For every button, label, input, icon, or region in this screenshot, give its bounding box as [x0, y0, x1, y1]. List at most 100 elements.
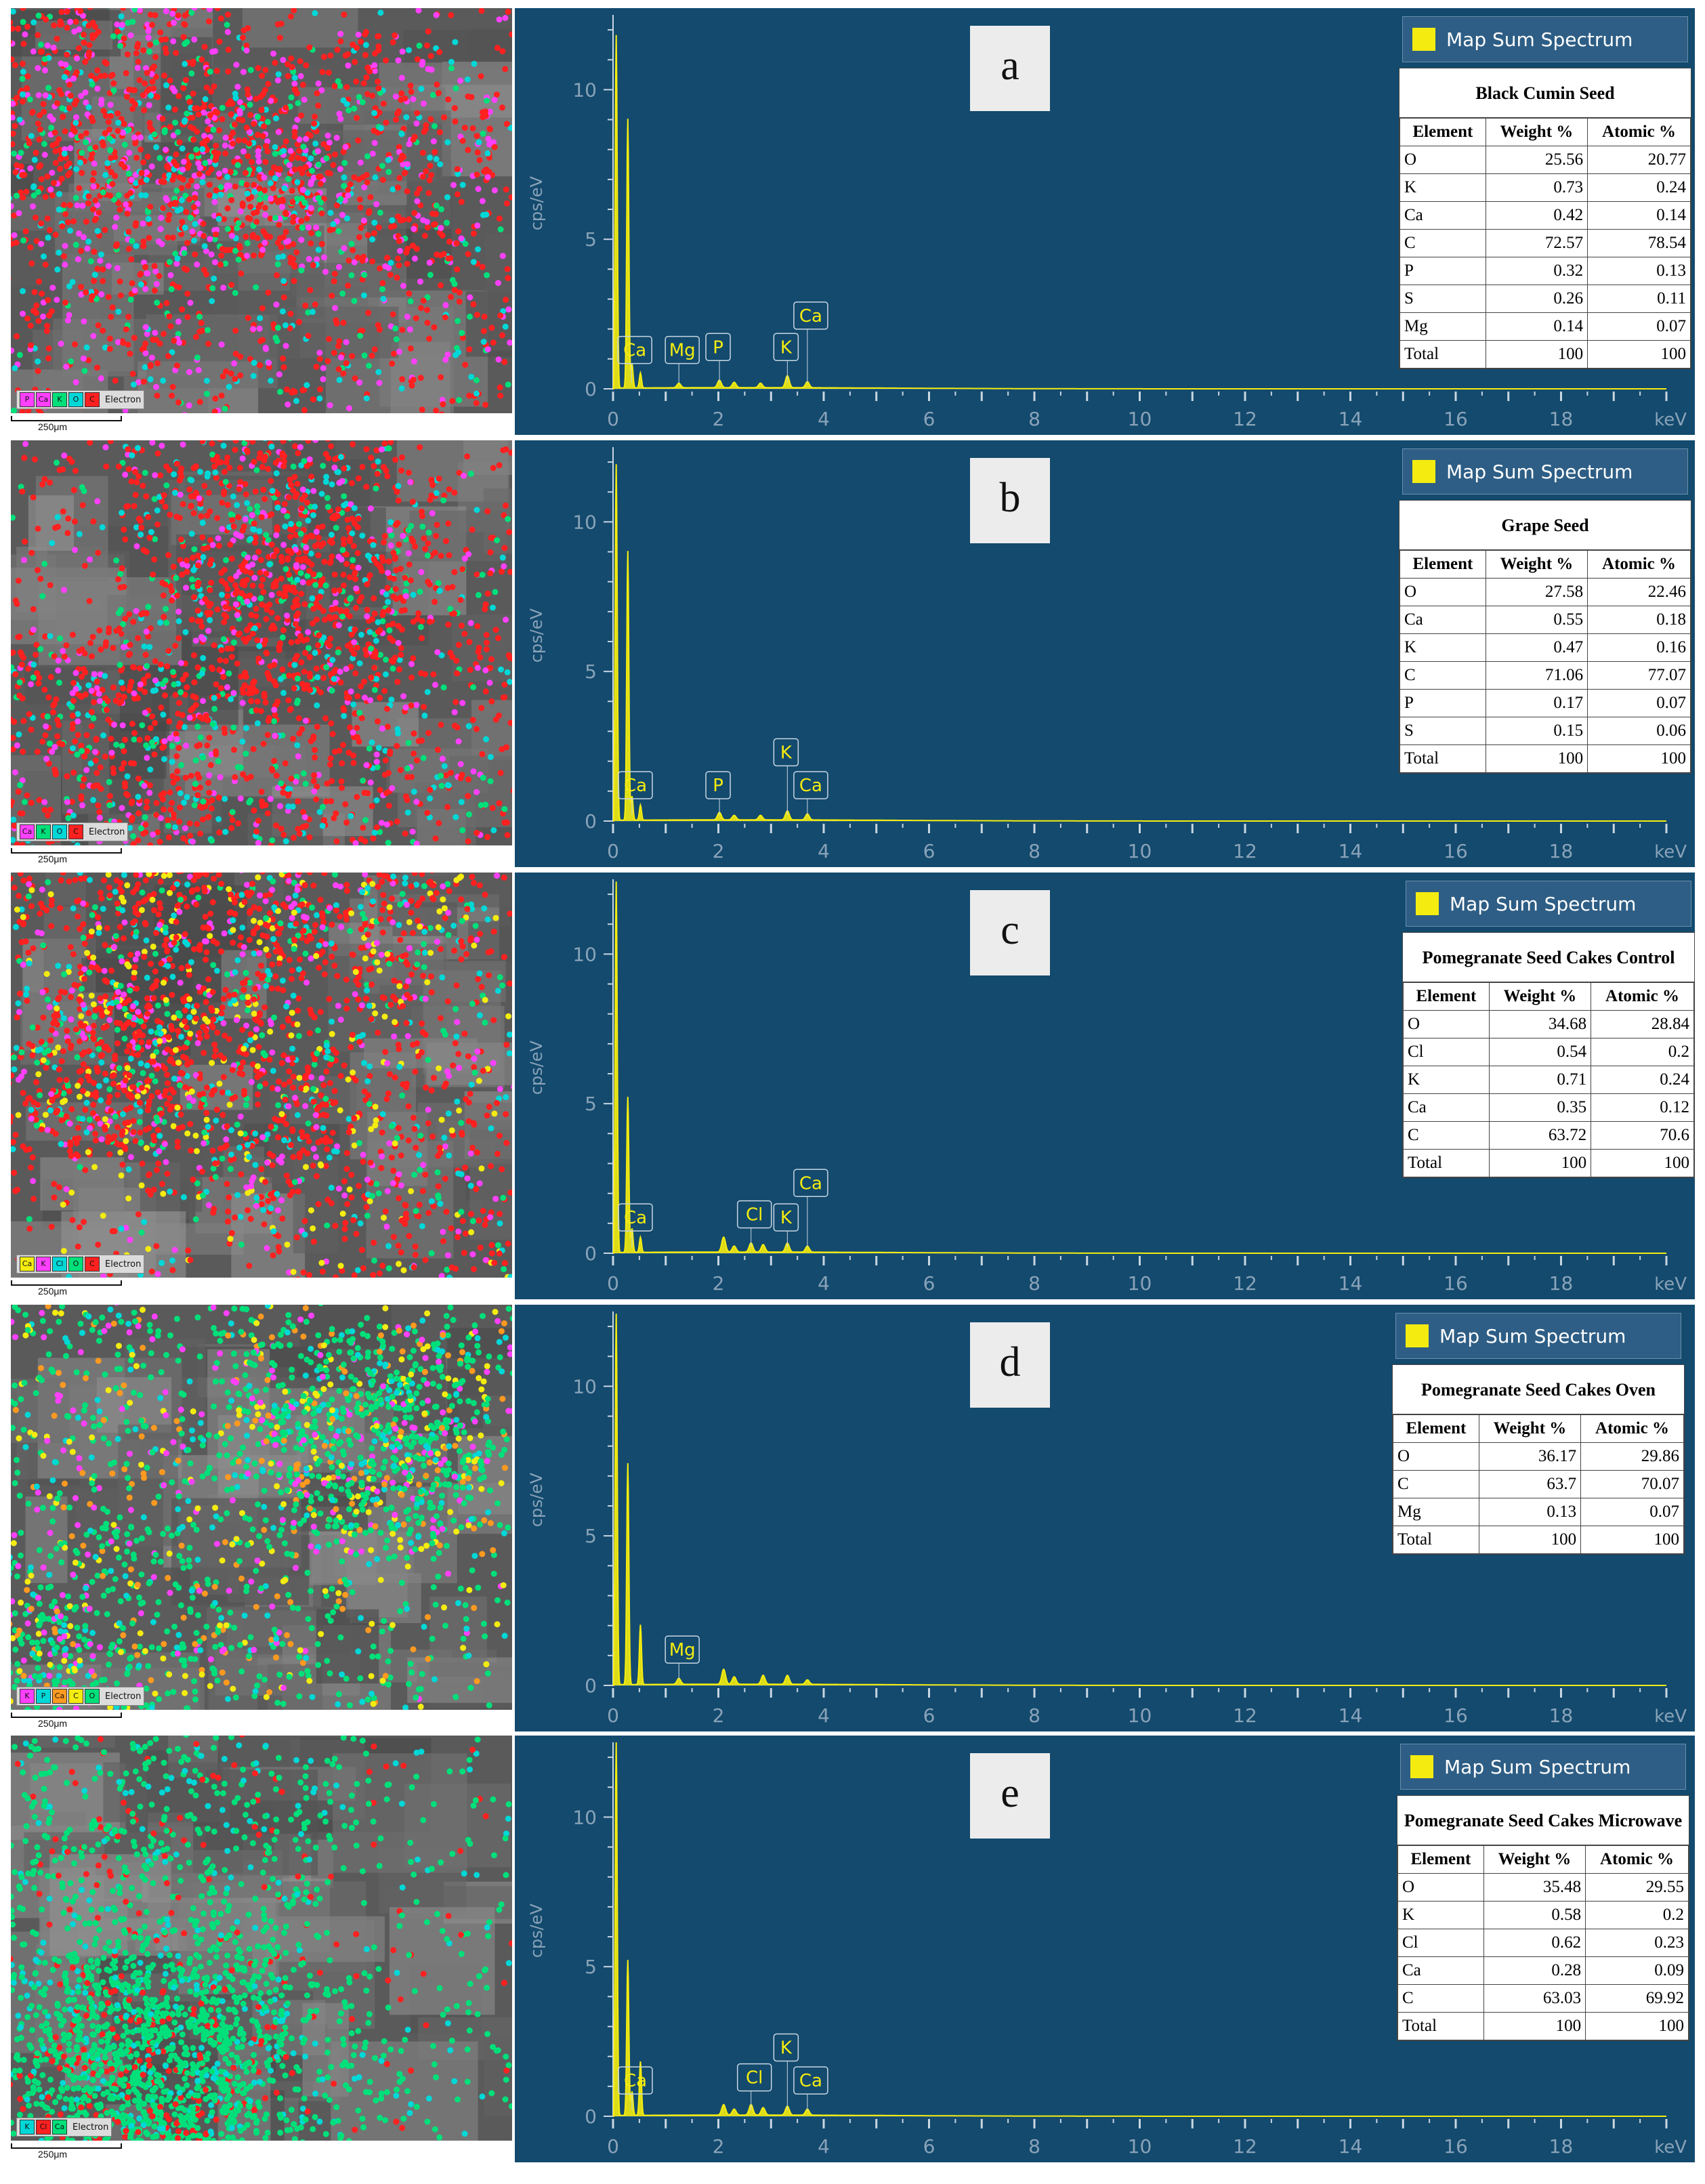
table-row: Total 100 100: [1397, 2012, 1689, 2040]
element-cell: Mg: [1393, 1498, 1479, 1526]
table-row: P 0.17 0.07: [1399, 689, 1691, 717]
scale-bar-line: [11, 1713, 122, 1718]
peak-label-box: [665, 1635, 700, 1664]
peak-label-box: [736, 2063, 772, 2092]
table-row: Ca 0.28 0.09: [1397, 1956, 1689, 1985]
y-tick-label: 5: [585, 1093, 597, 1115]
value-cell: 100: [1488, 1149, 1592, 1177]
element-cell: Total: [1399, 340, 1486, 369]
value-cell: 72.57: [1485, 229, 1588, 257]
x-tick-label: 16: [1444, 840, 1468, 862]
value-cell: 77.07: [1587, 661, 1691, 690]
map-legend-chip: Ca: [20, 1257, 35, 1272]
peak-label-box: [618, 2066, 653, 2095]
legend-swatch: [1412, 460, 1435, 483]
x-tick-label: 6: [923, 2135, 935, 2158]
x-tick-label: 4: [818, 1704, 830, 1727]
composition-table: Pomegranate Seed Cakes Oven Element Weight…: [1392, 1364, 1685, 1555]
value-cell: 69.92: [1585, 1984, 1689, 2013]
map-legend-chip: O: [85, 1689, 100, 1704]
table-row: Mg 0.13 0.07: [1393, 1498, 1684, 1526]
x-tick-label: 0: [607, 408, 619, 430]
x-tick-label: 18: [1549, 2135, 1574, 2158]
x-tick-label: 2: [713, 408, 725, 430]
y-axis-label: cps/eV: [527, 1904, 546, 1958]
x-tick-label: 10: [1128, 408, 1152, 430]
element-cell: C: [1399, 661, 1486, 690]
value-cell: 0.24: [1591, 1066, 1694, 1094]
composition-grid: Element Weight % Atomic % O 36.17 29.86 C 63.7 7…: [1393, 1414, 1684, 1554]
map-legend-chip: K: [20, 1689, 35, 1704]
value-cell: 0.73: [1485, 173, 1588, 202]
table-row: Total 100 100: [1399, 744, 1691, 773]
table-row: K 0.58 0.2: [1397, 1901, 1689, 1929]
value-cell: 0.17: [1485, 689, 1588, 717]
table-row: Ca 0.55 0.18: [1399, 606, 1691, 634]
elemental-map-image: [11, 1305, 512, 1710]
peak-label: Mg: [669, 341, 696, 361]
x-tick-label: 2: [713, 840, 725, 862]
map-element-legend: Ca K Cl O C Electron: [16, 1255, 145, 1274]
x-tick-label: 0: [607, 1704, 619, 1727]
table-header-cell: Atomic %: [1585, 1845, 1689, 1874]
scale-bar: 250μm: [11, 1280, 122, 1297]
peak-label: K: [780, 337, 793, 358]
value-cell: 25.56: [1485, 146, 1588, 174]
y-tick-label: 5: [585, 1956, 597, 1978]
composition-grid: Element Weight % Atomic % O 34.68 28.84 Cl 0.54…: [1403, 982, 1694, 1177]
peak-label: Ca: [799, 2071, 822, 2091]
peak-label: Mg: [669, 1640, 696, 1660]
element-cell: Ca: [1403, 1093, 1490, 1122]
elemental-map-image: [11, 440, 512, 845]
table-row: Cl 0.54 0.2: [1403, 1038, 1694, 1066]
table-row: C 72.57 78.54: [1399, 229, 1691, 257]
x-tick-label: 6: [923, 840, 935, 862]
value-cell: 22.46: [1587, 578, 1691, 606]
elemental-map: Ca K O C Electron: [11, 440, 512, 845]
table-row: K 0.71 0.24: [1403, 1066, 1694, 1094]
value-cell: 0.15: [1485, 717, 1588, 745]
peak-label-box: [665, 335, 700, 364]
scale-bar: 250μm: [11, 848, 122, 864]
x-tick-label: 18: [1549, 1704, 1574, 1727]
y-axis-label: cps/eV: [527, 1041, 546, 1095]
x-tick-label: 8: [1028, 2135, 1040, 2158]
y-tick-label: 5: [585, 660, 597, 683]
x-tick-label: 12: [1233, 1704, 1257, 1727]
map-legend-chip: K: [20, 2120, 35, 2135]
peak-label-box: [773, 738, 799, 767]
peak-label-box: [618, 771, 653, 799]
panel-letter: b: [970, 458, 1050, 543]
x-tick-label: 16: [1444, 1272, 1468, 1295]
value-cell: 0.55: [1485, 606, 1588, 634]
table-row: Ca 0.35 0.12: [1403, 1093, 1694, 1122]
y-tick-label: 10: [572, 1375, 597, 1398]
map-legend-chip: K: [52, 392, 67, 407]
elemental-map-image: [11, 873, 512, 1278]
spectrum-line: [612, 35, 1666, 390]
scale-bar-label: 250μm: [38, 421, 68, 432]
map-legend-chip: C: [68, 1689, 83, 1704]
element-cell: Total: [1393, 1526, 1479, 1554]
y-axis-label: cps/eV: [527, 176, 546, 231]
peak-label: P: [713, 776, 723, 796]
map-legend-chip: Ca: [52, 1689, 67, 1704]
element-cell: O: [1399, 146, 1486, 174]
composition-grid: Element Weight % Atomic % O 25.56 20.77 K 0.73 0…: [1399, 118, 1691, 369]
panel-row-e: K Cl Ca Electron 250μm 0 5 10 cps/eV 0 2 4 6 8 10 12 14 1…: [0, 1736, 1705, 2164]
table-header-cell: Atomic %: [1587, 550, 1691, 579]
value-cell: 71.06: [1485, 661, 1588, 690]
x-axis-unit: keV: [1654, 410, 1687, 430]
x-tick-label: 12: [1233, 408, 1257, 430]
spectrum-legend: Map Sum Spectrum: [1400, 1744, 1686, 1790]
x-tick-label: 4: [818, 840, 830, 862]
x-tick-label: 8: [1028, 1272, 1040, 1295]
table-title: Black Cumin Seed: [1399, 68, 1691, 118]
x-tick-label: 8: [1028, 408, 1040, 430]
value-cell: 0.35: [1488, 1093, 1592, 1122]
map-legend-chip: Cl: [36, 2120, 51, 2135]
composition-grid: Element Weight % Atomic % O 35.48 29.55 K 0.58 0…: [1397, 1845, 1689, 2040]
y-tick-label: 0: [585, 1675, 597, 1697]
value-cell: 63.7: [1478, 1470, 1582, 1498]
x-tick-label: 4: [818, 1272, 830, 1295]
